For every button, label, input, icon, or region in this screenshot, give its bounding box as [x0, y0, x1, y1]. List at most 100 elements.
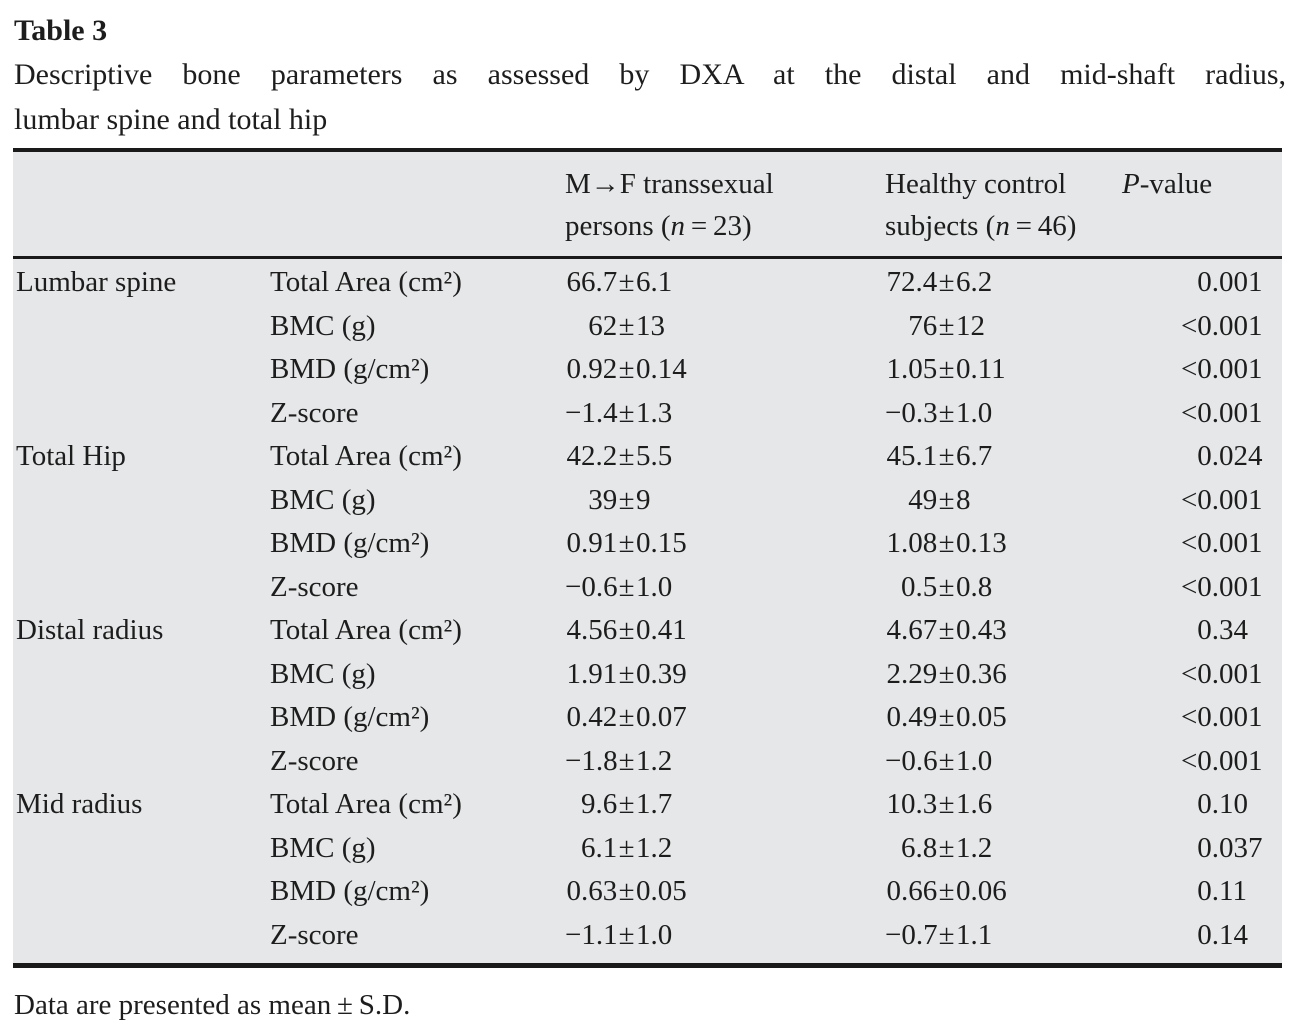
- p-value-cell: <0.001: [1180, 744, 1263, 777]
- parameter-cell: BMD (g/cm²): [270, 353, 430, 385]
- value-cell-mf: 0.42±0.07: [566, 701, 687, 733]
- value-cell-mf: 62±13: [588, 309, 665, 342]
- value-cell-hc: −0.7±1.1: [885, 918, 993, 951]
- header-hc-n: n: [995, 210, 1010, 242]
- parameter-cell: Z-score: [270, 744, 359, 777]
- value-cell-mf: 42.2±5.5: [566, 440, 673, 472]
- value-cell-hc: 72.4±6.2: [886, 266, 993, 298]
- p-value-cell: <0.001: [1180, 657, 1263, 690]
- parameter-cell: BMD (g/cm²): [270, 527, 430, 559]
- parameter-cell: BMC (g): [270, 309, 376, 342]
- header-mf-n: n: [670, 210, 686, 242]
- site-cell: Total Hip: [16, 440, 126, 472]
- value-cell-hc: 0.66±0.06: [886, 875, 1007, 907]
- header-site-column: [13, 163, 270, 247]
- site-cell: [13, 870, 270, 914]
- value-cell-mf: 0.91±0.15: [566, 527, 687, 559]
- header-parameter-column: [270, 163, 565, 247]
- site-cell: [13, 566, 270, 610]
- value-cell-hc: 76±12: [908, 309, 985, 342]
- site-cell: [13, 696, 270, 740]
- value-cell-hc: 2.29±0.36: [886, 657, 1007, 690]
- value-cell-mf: −1.4±1.3: [565, 396, 673, 429]
- value-cell-hc: −0.3±1.0: [885, 396, 993, 429]
- table-row: Total Hip Total Area (cm²) 42.2±5.5 45.1±6.…: [13, 435, 1282, 479]
- table-row: BMC (g) 62±13 76±12 <0.001: [13, 305, 1282, 349]
- header-mf-line2-post: = 23): [685, 210, 752, 242]
- value-cell-hc: 10.3±1.6: [886, 788, 993, 820]
- parameter-cell: Total Area (cm²): [270, 440, 462, 472]
- site-cell: [13, 914, 270, 958]
- p-value-cell: 0.14: [1197, 918, 1249, 951]
- header-hc-line2-post: = 46): [1009, 210, 1077, 242]
- value-cell-hc: 4.67±0.43: [886, 614, 1007, 646]
- table-row: Z-score −1.4±1.3 −0.3±1.0 <0.001: [13, 392, 1282, 436]
- value-cell-mf: 66.7±6.1: [566, 266, 673, 298]
- parameter-cell: Z-score: [270, 570, 359, 603]
- parameter-cell: Z-score: [270, 396, 359, 429]
- table-row: BMC (g) 39±9 49±8 <0.001: [13, 479, 1282, 523]
- site-cell: [13, 392, 270, 436]
- header-mf-transsexual-column: M→F transsexual persons (n = 23): [565, 163, 885, 247]
- header-healthy-control-column: Healthy control subjects (n = 46): [885, 163, 1122, 247]
- value-cell-mf: −0.6±1.0: [565, 570, 673, 603]
- parameter-cell: Total Area (cm²): [270, 788, 462, 820]
- table-caption-text-line1: Descriptive bone parameters as assessed …: [14, 58, 1286, 91]
- header-p-italic: P: [1122, 168, 1140, 200]
- value-cell-mf: −1.8±1.2: [565, 744, 673, 777]
- table-caption-label: Table 3: [14, 14, 108, 47]
- site-cell: [13, 305, 270, 349]
- value-cell-hc: −0.6±1.0: [885, 744, 993, 777]
- value-cell-hc: 6.8±1.2: [900, 831, 993, 864]
- table-header-row: M→F transsexual persons (n = 23) Healthy…: [13, 152, 1282, 259]
- table-row: Z-score −0.6±1.0 0.5±0.8 <0.001: [13, 566, 1282, 610]
- table-row: Z-score −1.1±1.0 −0.7±1.1 0.14: [13, 914, 1282, 958]
- header-p-value-column: P-value: [1122, 163, 1282, 247]
- value-cell-mf: 0.92±0.14: [566, 353, 687, 385]
- table-footnote: Data are presented as mean ± S.D.: [14, 989, 411, 1021]
- parameter-cell: Total Area (cm²): [270, 266, 462, 298]
- p-value-cell: 0.001: [1197, 266, 1263, 298]
- value-cell-hc: 45.1±6.7: [886, 440, 993, 472]
- value-cell-hc: 0.49±0.05: [886, 701, 1007, 733]
- value-cell-mf: 0.63±0.05: [566, 875, 687, 907]
- header-p-rest: -value: [1139, 168, 1213, 200]
- p-value-cell: <0.001: [1180, 483, 1263, 516]
- p-value-cell: <0.001: [1180, 396, 1263, 429]
- table-row: BMD (g/cm²) 0.92±0.14 1.05±0.11 <0.001: [13, 348, 1282, 392]
- p-value-cell: <0.001: [1180, 353, 1263, 385]
- table-caption: Table 3 Descriptive bone parameters as a…: [14, 10, 1286, 142]
- table-row: BMD (g/cm²) 0.91±0.15 1.08±0.13 <0.001: [13, 522, 1282, 566]
- header-hc-line2-pre: subjects (: [885, 210, 996, 242]
- table-body: Lumbar spine Total Area (cm²) 66.7±6.1 72.4…: [13, 259, 1282, 963]
- header-mf-line2-pre: persons (: [565, 210, 671, 242]
- p-value-cell: <0.001: [1180, 701, 1263, 733]
- table-row: Distal radius Total Area (cm²) 4.56±0.41 4.…: [13, 609, 1282, 653]
- p-value-cell: 0.11: [1197, 875, 1247, 907]
- value-cell-hc: 49±8: [908, 483, 971, 516]
- parameter-cell: BMC (g): [270, 831, 376, 864]
- value-cell-hc: 1.08±0.13: [886, 527, 1007, 559]
- header-hc-line1: Healthy control: [885, 168, 1067, 200]
- parameter-cell: Total Area (cm²): [270, 614, 462, 646]
- site-cell: [13, 479, 270, 523]
- table-row: BMD (g/cm²) 0.42±0.07 0.49±0.05 <0.001: [13, 696, 1282, 740]
- site-cell: Mid radius: [16, 788, 143, 820]
- parameter-cell: BMD (g/cm²): [270, 701, 430, 733]
- p-value-cell: 0.037: [1197, 831, 1263, 864]
- p-value-cell: 0.10: [1197, 788, 1249, 820]
- table-row: BMC (g) 1.91±0.39 2.29±0.36 <0.001: [13, 653, 1282, 697]
- p-value-cell: 0.34: [1197, 614, 1249, 646]
- table-row: BMC (g) 6.1±1.2 6.8±1.2 0.037: [13, 827, 1282, 871]
- table-row: Lumbar spine Total Area (cm²) 66.7±6.1 72.4…: [13, 261, 1282, 305]
- parameter-cell: BMC (g): [270, 483, 376, 516]
- site-cell: [13, 348, 270, 392]
- table-row: BMD (g/cm²) 0.63±0.05 0.66±0.06 0.11: [13, 870, 1282, 914]
- p-value-cell: <0.001: [1180, 527, 1263, 559]
- site-cell: Distal radius: [16, 614, 164, 646]
- table-caption-text-line2: lumbar spine and total hip: [14, 103, 328, 136]
- site-cell: [13, 827, 270, 871]
- value-cell-mf: 6.1±1.2: [580, 831, 673, 864]
- table-row: Z-score −1.8±1.2 −0.6±1.0 <0.001: [13, 740, 1282, 784]
